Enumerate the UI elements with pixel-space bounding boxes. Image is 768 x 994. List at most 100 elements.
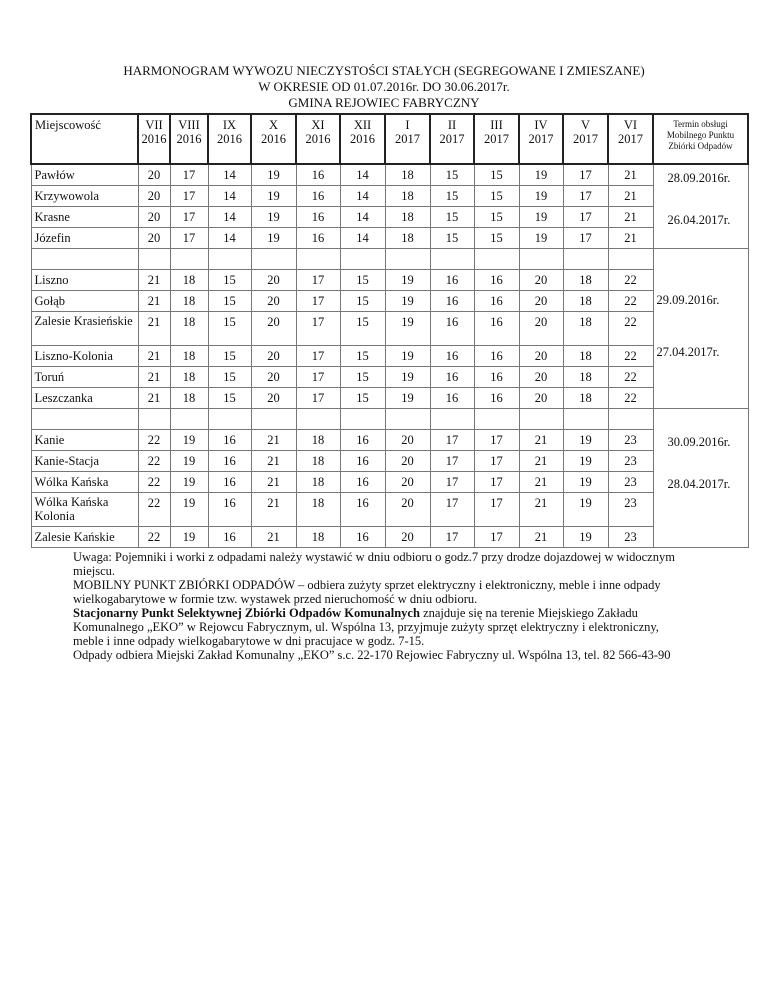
empty-cell: [30, 248, 139, 270]
pickup-day: 16: [339, 526, 386, 548]
pickup-day: 19: [384, 345, 431, 367]
pickup-day: 16: [207, 450, 252, 472]
empty-cell: [137, 248, 171, 270]
pickup-day: 22: [607, 387, 654, 409]
pickup-day: 16: [339, 471, 386, 493]
note-bold-heading: Stacjonarny Punkt Selektywnej Zbiórki Od…: [73, 606, 420, 620]
empty-cell: [207, 248, 252, 270]
pickup-day: 14: [207, 163, 252, 186]
pickup-day: 21: [137, 311, 171, 346]
pickup-day: 19: [169, 471, 209, 493]
pickup-day: 20: [250, 290, 297, 312]
pickup-day: 18: [384, 163, 431, 186]
pickup-day: 21: [250, 471, 297, 493]
pickup-day: 17: [473, 526, 520, 548]
blank-row: 30.09.2016r. 28.04.2017r.: [30, 408, 749, 548]
pickup-day: 14: [207, 206, 252, 228]
note-line: Komunalnego „EKO” w Rejowcu Fabrycznym, …: [73, 620, 659, 634]
termin-date: 29.09.2016r.: [656, 293, 720, 307]
pickup-day: 18: [169, 366, 209, 388]
pickup-day: 21: [518, 429, 564, 451]
pickup-day: 20: [137, 163, 171, 186]
pickup-day: 16: [429, 311, 475, 346]
month-header: X 2016: [250, 113, 297, 165]
pickup-day: 18: [295, 526, 341, 548]
pickup-day: 21: [607, 206, 654, 228]
pickup-day: 15: [207, 366, 252, 388]
pickup-day: 18: [562, 290, 609, 312]
pickup-day: 21: [518, 526, 564, 548]
document-title: HARMONOGRAM WYWOZU NIECZYSTOŚCI STAŁYCH …: [0, 63, 768, 111]
month-label: VI: [623, 118, 638, 132]
termin-date: 27.04.2017r.: [656, 345, 720, 359]
table-row: Krzywowola 20 17 14 19 16 14 18 15 15 19 17 21: [30, 185, 748, 207]
pickup-day: 17: [169, 185, 209, 207]
pickup-day: 14: [339, 206, 386, 228]
pickup-day: 18: [562, 366, 609, 388]
pickup-day: 21: [518, 492, 564, 527]
pickup-day: 22: [607, 290, 654, 312]
table-row: Zalesie Krasieńskie 21 18 15 20 17 15 19 16 16 20 1…: [30, 311, 748, 346]
pickup-day: 20: [137, 206, 171, 228]
pickup-day: 19: [562, 492, 609, 527]
pickup-day: 15: [207, 311, 252, 346]
pickup-day: 21: [607, 185, 654, 207]
empty-cell: [429, 248, 475, 270]
empty-cell: [473, 248, 520, 270]
schedule-body: Pawłów 20 17 14 19 16 14 18 15 15 19 17 21 28.09.2016…: [30, 163, 749, 548]
empty-cell: [562, 248, 609, 270]
pickup-day: 18: [169, 311, 209, 346]
table-row: Kanie 22 19 16 21 18 16 20 17 17 21 19 23: [30, 429, 748, 451]
pickup-day: 21: [250, 429, 297, 451]
location-header: Miejscowość: [30, 113, 139, 165]
termin-date: 26.04.2017r.: [667, 213, 731, 227]
pickup-day: 17: [473, 471, 520, 493]
pickup-day: 15: [429, 185, 475, 207]
year-label: 2016: [217, 132, 242, 146]
pickup-day: 20: [384, 471, 431, 493]
location-name: Wólka Kańska: [30, 471, 139, 493]
pickup-day: 23: [607, 450, 654, 472]
pickup-day: 15: [429, 227, 475, 249]
pickup-day: 20: [250, 387, 297, 409]
pickup-day: 22: [137, 429, 171, 451]
pickup-day: 18: [169, 345, 209, 367]
pickup-day: 18: [295, 450, 341, 472]
location-name: Krzywowola: [30, 185, 139, 207]
pickup-day: 16: [207, 471, 252, 493]
termin-header: Termin obsługi Mobilnego Punktu Zbiórki …: [652, 113, 749, 165]
month-label: V: [580, 118, 591, 132]
empty-cell: [384, 248, 431, 270]
pickup-day: 16: [339, 450, 386, 472]
pickup-day: 14: [207, 227, 252, 249]
month-label: XII: [353, 118, 372, 132]
month-label: IX: [222, 118, 237, 132]
pickup-day: 17: [562, 227, 609, 249]
pickup-day: 15: [339, 311, 386, 346]
title-line-2: W OKRESIE OD 01.07.2016r. DO 30.06.2017r…: [258, 79, 510, 94]
month-header: III 2017: [473, 113, 520, 165]
pickup-day: 21: [137, 269, 171, 291]
pickup-day: 14: [339, 227, 386, 249]
pickup-day: 16: [429, 269, 475, 291]
pickup-day: 18: [384, 206, 431, 228]
location-name: Zalesie Kańskie: [30, 526, 139, 548]
pickup-day: 16: [429, 387, 475, 409]
pickup-day: 19: [562, 450, 609, 472]
table-row: Kanie-Stacja 22 19 16 21 18 16 20 17 17 21 19 23: [30, 450, 748, 472]
pickup-day: 20: [250, 366, 297, 388]
empty-cell: [384, 408, 431, 430]
pickup-day: 20: [137, 185, 171, 207]
pickup-day: 19: [384, 269, 431, 291]
month-header: V 2017: [562, 113, 609, 165]
pickup-day: 17: [429, 429, 475, 451]
pickup-day: 16: [473, 366, 520, 388]
pickup-day: 18: [562, 269, 609, 291]
pickup-day: 23: [607, 471, 654, 493]
note-line: MOBILNY PUNKT ZBIÓRKI ODPADÓW – odbiera …: [73, 578, 661, 592]
pickup-day: 20: [250, 311, 297, 346]
pickup-day: 16: [295, 163, 341, 186]
pickup-day: 15: [473, 206, 520, 228]
pickup-day: 20: [518, 345, 564, 367]
pickup-day: 17: [473, 429, 520, 451]
